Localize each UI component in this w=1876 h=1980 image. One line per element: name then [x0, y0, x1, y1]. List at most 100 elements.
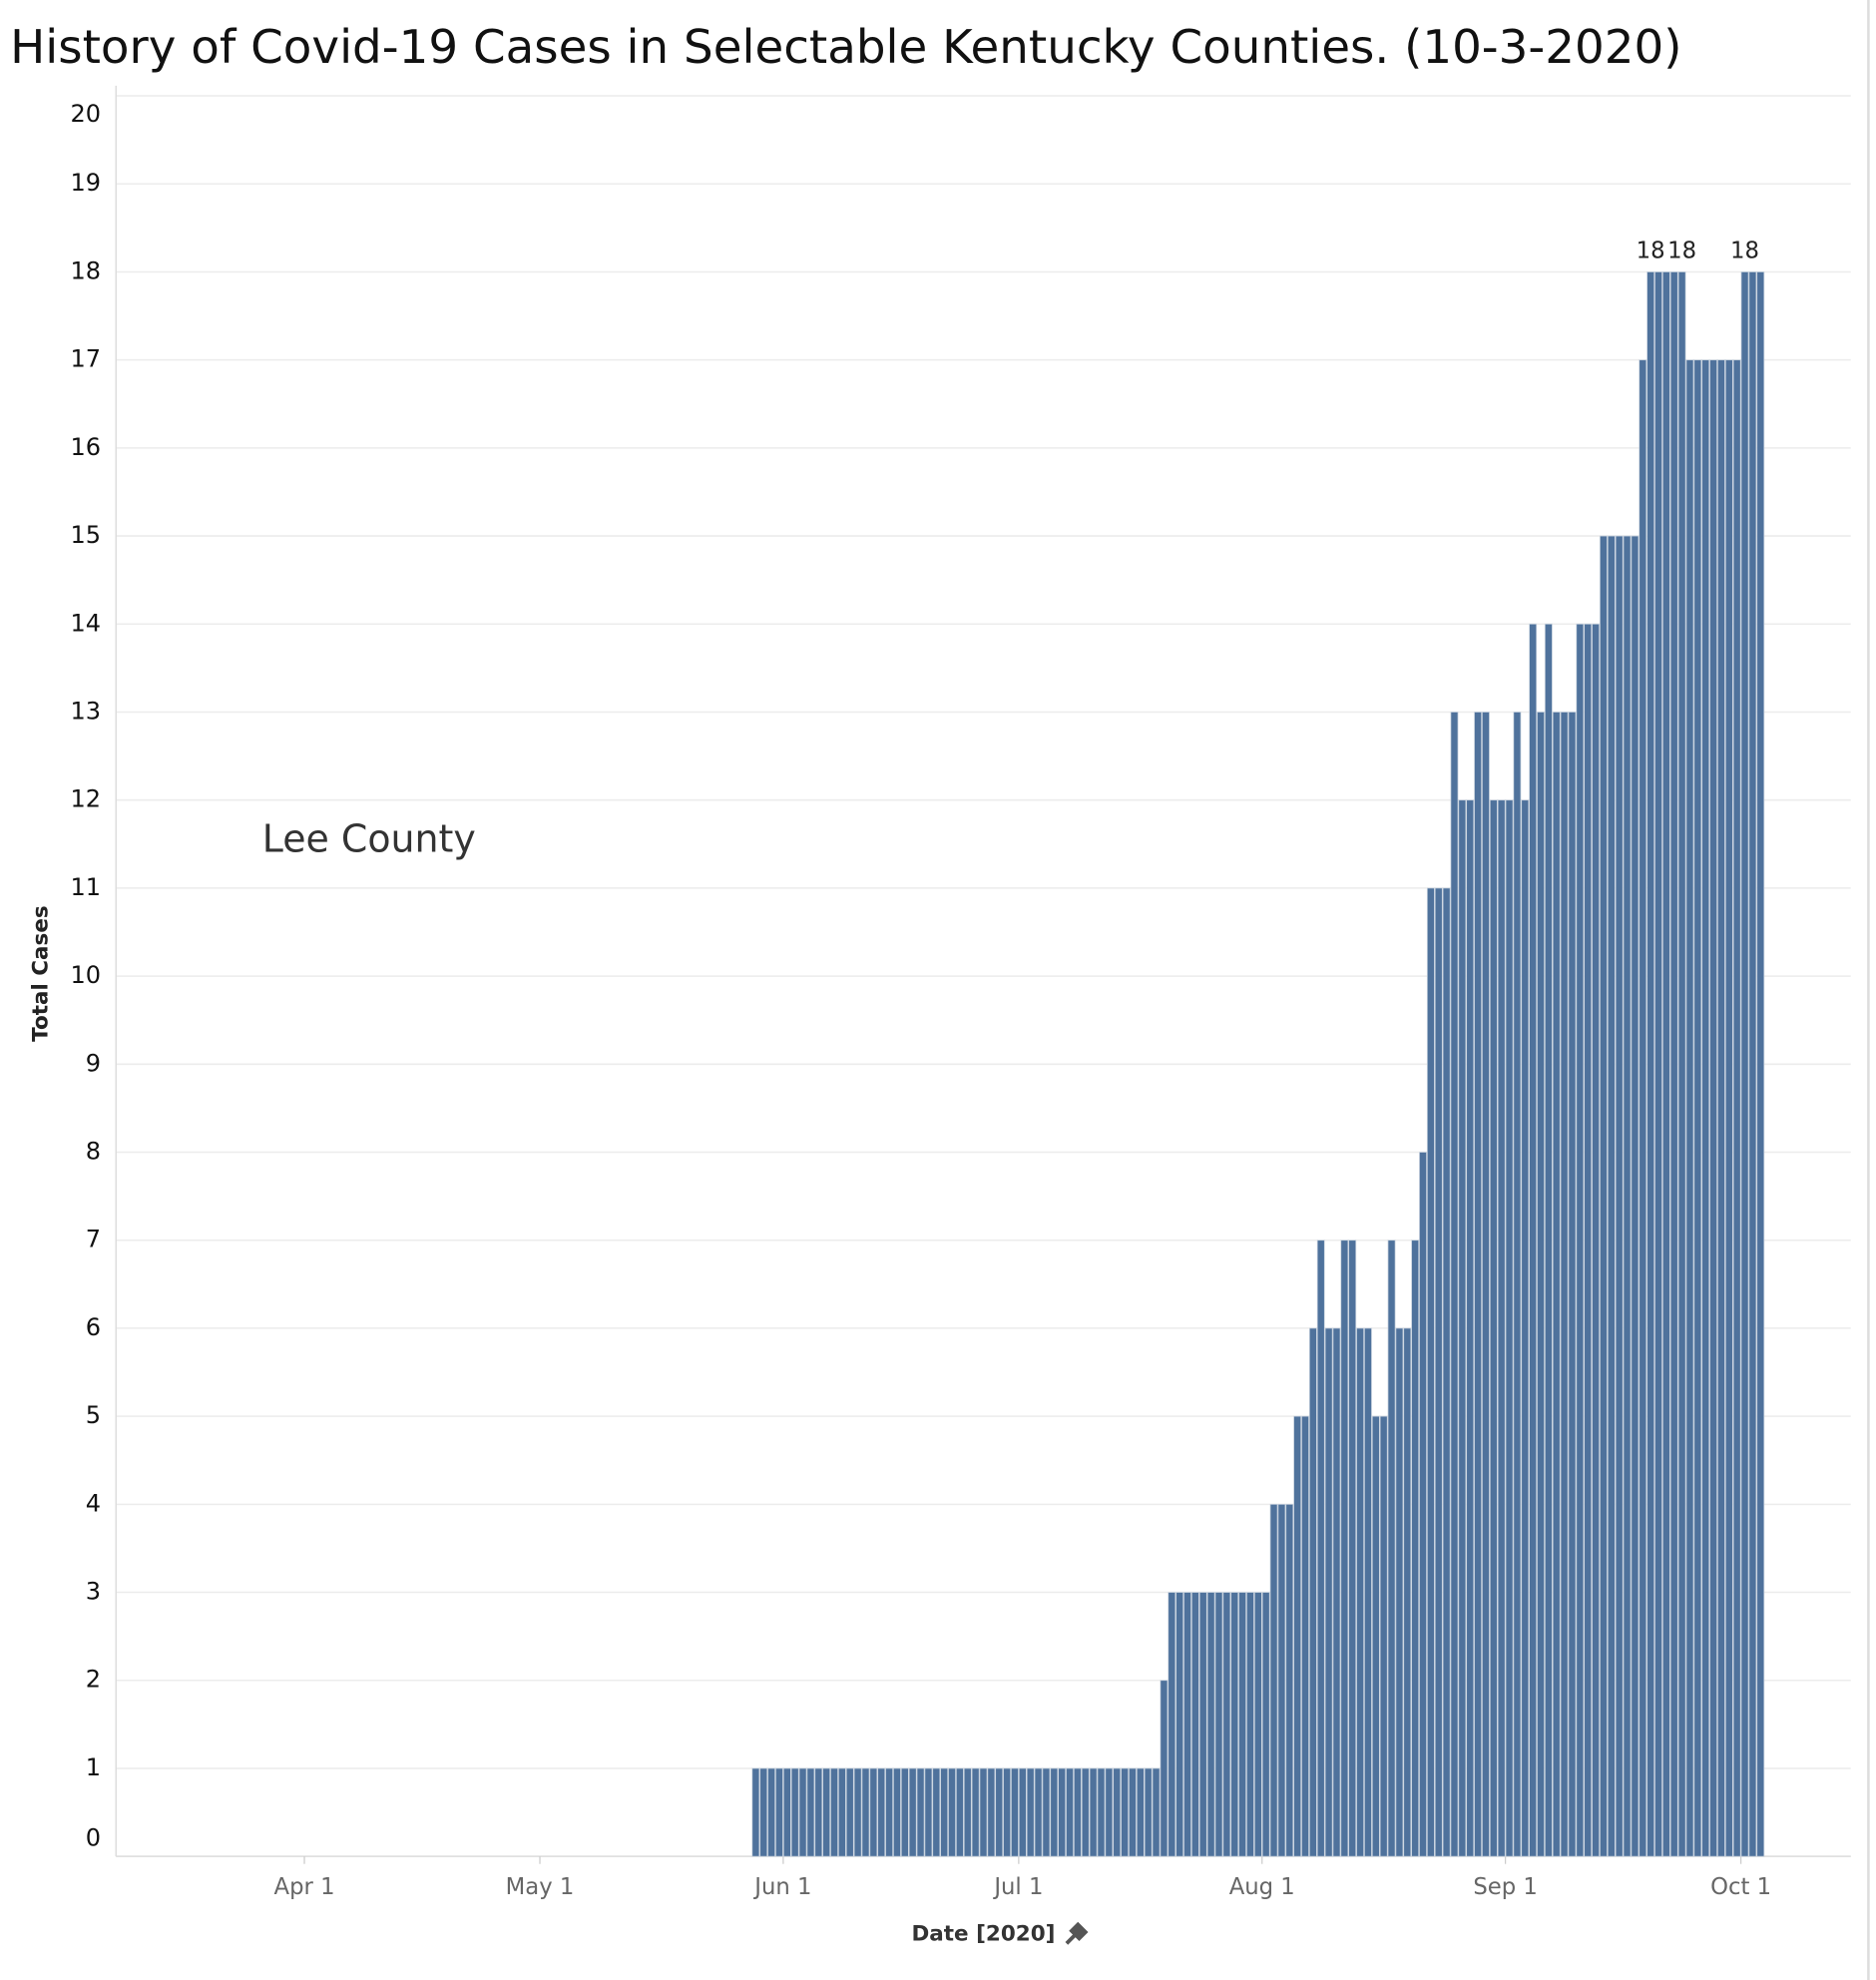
bar — [1458, 799, 1467, 1857]
bar — [1214, 1592, 1223, 1857]
bar — [1183, 1592, 1191, 1857]
y-tick-label: 3 — [86, 1578, 101, 1606]
bar — [1160, 1680, 1169, 1857]
y-tick-label: 8 — [86, 1138, 101, 1166]
bar — [1403, 1327, 1412, 1857]
bar — [1168, 1592, 1176, 1857]
bar — [1474, 712, 1483, 1857]
bar — [924, 1767, 933, 1857]
bar — [1190, 1592, 1199, 1857]
bar — [1450, 712, 1459, 1857]
bar — [885, 1767, 894, 1857]
bar — [1003, 1767, 1012, 1857]
bar — [1050, 1767, 1059, 1857]
x-tick-label: Jun 1 — [752, 1874, 811, 1900]
annotation: Lee County — [262, 816, 476, 860]
bar — [908, 1767, 917, 1857]
bar — [1600, 535, 1608, 1857]
y-tick-label: 2 — [86, 1666, 101, 1694]
bar — [1379, 1415, 1388, 1857]
bar — [1552, 712, 1561, 1857]
bar — [861, 1767, 870, 1857]
pin-icon — [1065, 1921, 1089, 1945]
bar — [1576, 623, 1585, 1857]
bar — [1026, 1767, 1035, 1857]
y-tick-label: 5 — [86, 1401, 101, 1429]
bar — [1198, 1592, 1207, 1857]
bar — [1073, 1767, 1082, 1857]
bar — [1677, 271, 1686, 1857]
bar — [1654, 271, 1662, 1857]
bar — [1623, 535, 1632, 1857]
bar — [782, 1767, 791, 1857]
bar — [1034, 1767, 1043, 1857]
bar — [814, 1767, 823, 1857]
y-tick-label: 19 — [71, 169, 102, 197]
bar — [1669, 271, 1678, 1857]
bar — [1340, 1239, 1349, 1857]
bar — [806, 1767, 815, 1857]
bar — [1364, 1327, 1372, 1857]
bar — [1544, 623, 1553, 1857]
bar — [963, 1767, 972, 1857]
bar — [1348, 1239, 1357, 1857]
bar — [1693, 359, 1702, 1857]
bar — [1089, 1767, 1098, 1857]
bar — [1387, 1239, 1396, 1857]
bar — [751, 1767, 760, 1857]
bar — [1253, 1592, 1262, 1857]
bar — [1419, 1152, 1427, 1857]
y-tick-label: 7 — [86, 1226, 101, 1253]
bar — [995, 1767, 1004, 1857]
bar — [1058, 1767, 1067, 1857]
bar — [1144, 1767, 1153, 1857]
data-label: 18 — [1637, 239, 1665, 264]
bar — [877, 1767, 886, 1857]
bar — [1521, 799, 1530, 1857]
bar — [1277, 1503, 1286, 1857]
y-axis-label: Total Cases — [29, 905, 54, 1042]
y-tick-label: 12 — [71, 785, 102, 813]
bar — [798, 1767, 807, 1857]
bar — [1631, 535, 1640, 1857]
bar — [1293, 1415, 1302, 1857]
bar — [1615, 535, 1624, 1857]
bar — [1356, 1327, 1365, 1857]
y-tick-label: 18 — [71, 256, 102, 284]
bar — [1513, 712, 1522, 1857]
y-tick-label: 13 — [71, 697, 102, 725]
bar — [1042, 1767, 1051, 1857]
bar — [1371, 1415, 1380, 1857]
bar — [1607, 535, 1616, 1857]
bar — [955, 1767, 964, 1857]
bar — [1661, 271, 1670, 1857]
bar — [1701, 359, 1710, 1857]
x-axis-label: Date [2020] — [911, 1922, 1055, 1947]
y-tick-label: 16 — [71, 433, 102, 461]
bar — [971, 1767, 980, 1857]
y-tick-label: 1 — [86, 1753, 101, 1781]
bar — [1592, 623, 1601, 1857]
bar — [1748, 271, 1757, 1857]
bar — [893, 1767, 901, 1857]
bar — [1316, 1239, 1325, 1857]
bar — [1685, 359, 1694, 1857]
bar — [845, 1767, 854, 1857]
bar — [1269, 1503, 1278, 1857]
bar — [1206, 1592, 1215, 1857]
bar — [853, 1767, 862, 1857]
bar — [1584, 623, 1593, 1857]
y-tick-label: 0 — [86, 1823, 101, 1851]
y-tick-label: 6 — [86, 1313, 101, 1341]
bar — [932, 1767, 941, 1857]
bar — [1434, 887, 1443, 1857]
bar — [869, 1767, 878, 1857]
bar — [940, 1767, 949, 1857]
x-tick-label: Jul 1 — [992, 1874, 1043, 1900]
bar — [1324, 1327, 1333, 1857]
bar — [1717, 359, 1725, 1857]
y-tick-label: 9 — [86, 1049, 101, 1077]
bar — [987, 1767, 996, 1857]
